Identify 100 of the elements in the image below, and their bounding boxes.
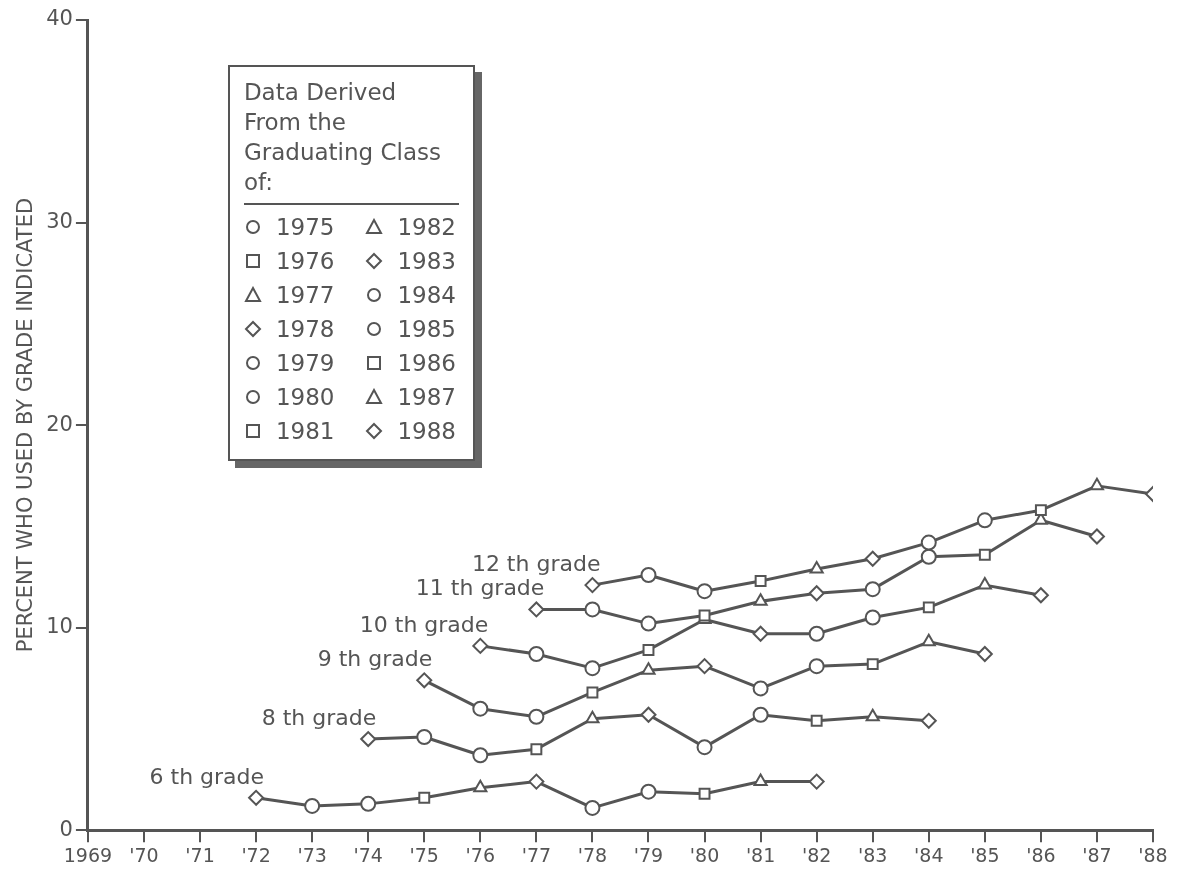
point [696, 583, 713, 600]
point [920, 548, 937, 565]
point [921, 633, 936, 647]
point [753, 593, 768, 606]
point [416, 672, 433, 689]
point [920, 712, 937, 729]
point [360, 795, 377, 812]
point [866, 658, 879, 671]
series-label: 8 th grade [261, 704, 377, 730]
point [585, 710, 600, 724]
point [810, 714, 823, 727]
point [416, 729, 433, 746]
point [586, 686, 599, 699]
legend-label: 1987 [397, 383, 456, 412]
point [472, 700, 489, 717]
point [808, 585, 825, 602]
point [360, 731, 377, 748]
y-tick-label: 30 [46, 209, 73, 233]
x-tick-label: '81 [745, 843, 776, 866]
point [752, 706, 769, 723]
legend-label: 1984 [397, 281, 456, 310]
x-tick-label: '71 [185, 843, 215, 866]
x-tick-label: '75 [409, 843, 439, 866]
x-tick-label: '70 [129, 843, 159, 866]
point [472, 637, 489, 654]
x-tick-label: '82 [801, 843, 832, 866]
y-tick-label: 0 [59, 816, 73, 841]
x-tick-label: '76 [465, 843, 496, 866]
x-tick-label: '79 [633, 843, 664, 866]
x-tick-label: '80 [689, 843, 720, 866]
point [640, 566, 657, 583]
point [1034, 504, 1047, 517]
point [754, 575, 767, 588]
legend-label: 1975 [275, 213, 335, 242]
legend-title: Data Derived From the Graduating Class of: [243, 77, 459, 205]
point [640, 783, 657, 800]
point [1032, 587, 1049, 604]
series-label: 6 th grade [149, 763, 265, 789]
point [528, 773, 545, 790]
point [865, 708, 880, 722]
point [976, 512, 993, 529]
legend-label: 1985 [397, 315, 456, 344]
legend-label: 1978 [275, 315, 335, 344]
point [640, 615, 657, 632]
x-tick-label: '87 [1082, 843, 1112, 866]
point [752, 625, 769, 642]
point [922, 601, 935, 614]
point [584, 799, 601, 816]
legend-label: 1981 [275, 417, 335, 446]
point [753, 773, 768, 787]
point [584, 660, 601, 677]
legend-label: 1983 [397, 247, 456, 276]
x-tick-label: '72 [241, 843, 271, 866]
point [584, 601, 601, 618]
x-tick-label: '74 [353, 843, 383, 866]
series-label: 12 th grade [471, 550, 601, 576]
point [696, 739, 713, 756]
x-tick-label: '86 [1026, 843, 1056, 866]
series-label: 11 th grade [415, 575, 545, 601]
y-tick-label: 40 [46, 6, 73, 31]
x-tick-label: 1969 [63, 843, 113, 866]
x-tick-label: '77 [521, 843, 552, 866]
point [642, 643, 655, 656]
point [809, 560, 824, 574]
point [752, 680, 769, 697]
y-axis-title: PERCENT WHO USED BY GRADE INDICATED [13, 197, 38, 653]
point [304, 797, 321, 814]
point [698, 787, 711, 800]
point [641, 662, 656, 675]
point [696, 658, 713, 675]
point [1088, 528, 1105, 545]
point [528, 645, 545, 662]
point [528, 708, 545, 725]
point [864, 550, 881, 567]
point [920, 534, 937, 551]
point [978, 548, 991, 561]
legend-label: 1988 [397, 417, 456, 446]
point [864, 609, 881, 626]
legend-label: 1980 [275, 383, 335, 412]
point [1089, 477, 1105, 491]
x-tick-label: '84 [914, 843, 944, 866]
legend-label: 1977 [275, 281, 335, 310]
point [473, 779, 488, 793]
y-tick-label: 10 [46, 614, 73, 639]
point [418, 791, 431, 804]
legend-label: 1986 [397, 349, 456, 378]
legend-label: 1979 [275, 349, 335, 378]
point [976, 645, 993, 662]
x-tick-label: '83 [858, 843, 888, 866]
point [864, 581, 881, 598]
x-tick-label: '73 [297, 843, 327, 866]
legend-label: 1982 [397, 213, 456, 242]
point [584, 577, 601, 594]
point [808, 658, 825, 675]
point [977, 577, 992, 590]
x-tick-label: '78 [577, 843, 608, 866]
x-tick-label: '85 [970, 843, 1000, 866]
legend-label: 1976 [275, 247, 335, 276]
series-label: 9 th grade [317, 646, 433, 672]
point [530, 743, 543, 756]
